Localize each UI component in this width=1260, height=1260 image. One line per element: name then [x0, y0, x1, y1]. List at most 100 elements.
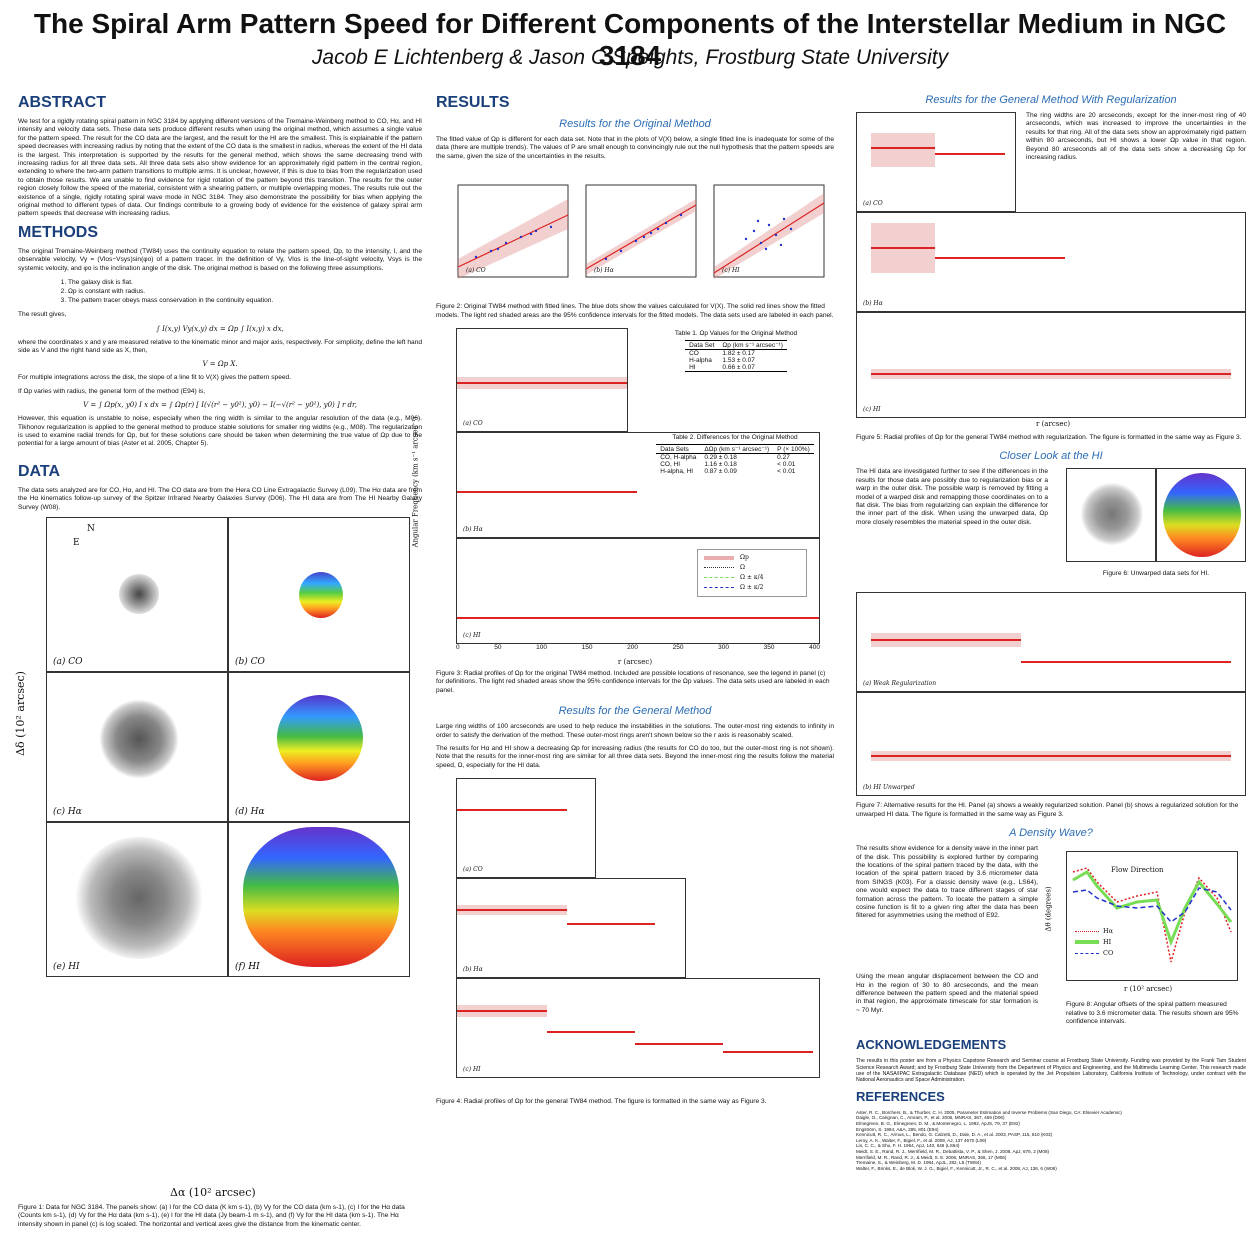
fig3-panel-co: (a) CO [456, 328, 628, 433]
assumption-item: Ωp is constant with radius. [68, 287, 422, 296]
legend-item-omega-p: Ωp [704, 553, 800, 563]
fig7-panel-label: (b) HI Unwarped [863, 784, 915, 792]
omega-p-line [723, 1051, 813, 1053]
ack-text: The results in this poster are from a Ph… [856, 1058, 1246, 1084]
assumption-item: The pattern tracer obeys mass conservati… [68, 296, 422, 305]
results-p1: The fitted value of Ωp is different for … [436, 136, 834, 160]
fig1-panel-label: (c) Hα [53, 806, 82, 817]
assumption-item: The galaxy disk is flat. [68, 278, 422, 287]
omega-p-line [871, 755, 1231, 757]
fig1-panel-c: (c) Hα [46, 671, 228, 822]
density-wave-subheading: A Density Wave? [1009, 827, 1093, 840]
omega-p-line [871, 147, 935, 149]
hi-unwarped-intensity [1081, 483, 1143, 546]
fig3-panel-label: (a) CO [463, 420, 483, 428]
fig6-panel-velocity [1156, 468, 1246, 563]
fig1-panel-d: (d) Hα [228, 671, 410, 822]
fig4-panel-ha: (b) Hα [456, 878, 686, 979]
ack-heading: ACKNOWLEDGEMENTS [856, 1037, 1007, 1053]
equation-1: ∫ I(x,y) Vy(x,y) dx = Ωp ∫ I(x,y) x dx, [156, 324, 284, 333]
ref-item: Aster, R. C., Borchers, B., & Thurber, C… [856, 1109, 1122, 1115]
omega-p-line [457, 617, 819, 619]
fig2-panel-ha [585, 184, 697, 278]
omega-p-band [871, 133, 935, 167]
abstract-text: We test for a rigidly rotating spiral pa… [18, 118, 422, 218]
ha-intensity-blob [99, 698, 179, 779]
methods-p3: where the coordinates x and y are measur… [18, 338, 422, 354]
results-original-subheading: Results for the Original Method [559, 118, 711, 130]
fig3-ylabel: Angular Frequency (km s⁻¹ arcsec⁻¹) [411, 416, 420, 548]
ref-item: Elmegreen, B. G., Elmegreen, D. M., & Mo… [856, 1121, 1020, 1127]
fig8-legend-ha: Hα [1075, 926, 1113, 937]
hi-unwarped-velocity [1163, 473, 1241, 558]
results-p2: Large ring widths of 100 arcseconds are … [436, 723, 834, 739]
figure-5-block: (a) CO The ring widths are 20 arcseconds… [856, 112, 1246, 430]
table-1-title: Table 1. Ωp Values for the Original Meth… [674, 330, 798, 338]
fig8-ylabel: Δθ (degrees) [1044, 886, 1053, 932]
fig5-xlabel: r (arcsec) [1036, 420, 1071, 428]
fig2-panel-hi [713, 184, 825, 280]
hi-block: The HI data are investigated further to … [856, 468, 1246, 586]
fig4-panel-label: (a) CO [463, 866, 483, 874]
methods-heading: METHODS [18, 223, 98, 241]
fig8-legend: Hα HI CO [1075, 926, 1113, 959]
hi-subheading: Closer Look at the HI [999, 450, 1103, 463]
column-left: ABSTRACT We test for a rigidly rotating … [14, 90, 422, 977]
results-heading: RESULTS [436, 94, 510, 111]
results-p3: The results for Hα and HI show a decreas… [436, 745, 834, 769]
omega-p-line [567, 923, 655, 925]
data-heading: DATA [18, 462, 61, 480]
ref-item: Daigle, O., Carignan, C., Amram, P., et … [856, 1115, 1005, 1121]
table-2: Table 2. Differences for the Original Me… [642, 434, 828, 475]
fig5-panel-co: (a) CO [856, 112, 1016, 212]
omega-p-line [457, 909, 567, 911]
equation-2: V = Ωp X. [202, 360, 238, 369]
density-wave-block: The results show evidence for a density … [856, 845, 1246, 1031]
methods-p4: For multiple integrations across the dis… [18, 374, 292, 382]
ha-velocity-blob [277, 694, 363, 781]
omega-p-line [871, 639, 1021, 641]
omega-p-line [871, 373, 1231, 375]
omega-p-line [457, 382, 627, 384]
column-right: Results for the General Method With Regu… [856, 90, 1246, 1171]
ref-item: Kennicutt, R. C., Armus, L., Bendo, G. C… [856, 1132, 1053, 1138]
omega-p-line [547, 1031, 635, 1033]
table-1-body: Data Set Ωp (km s⁻¹ arcsec⁻¹) CO 1.82 ± 0.… [685, 340, 787, 372]
fig8-plot: Flow Direction Hα HI CO [1066, 851, 1238, 982]
fig1-panel-label: (f) HI [235, 961, 260, 972]
fig8-xlabel: r (10² arcsec) [1124, 985, 1173, 994]
fig2-panel-label: (b) Hα [594, 267, 614, 275]
omega-p-line [635, 1043, 723, 1045]
fig1-panel-e: (e) HI [46, 821, 228, 977]
fig1-xlabel: Δα (10² arcsec) [170, 1186, 256, 1199]
fig2-caption: Figure 2: Original TW84 method with fitt… [436, 303, 834, 319]
hi-velocity-blob [243, 826, 399, 967]
omega-p-line [935, 153, 1005, 155]
ref-item: Meidt, S. E., Rand, R. J., Merrifield, M… [856, 1149, 1050, 1154]
legend-item-omega: Ω [704, 563, 800, 573]
legend-item-kappa2: Ω ± κ/2 [704, 583, 800, 593]
fig6-caption: Figure 6: Unwarped data sets for HI. [1102, 570, 1210, 578]
fig1-caption: Figure 1: Data for NGC 3184. The panels … [18, 1204, 405, 1228]
omega-p-line [935, 257, 1065, 259]
fig5-panel-hi: (c) HI [856, 312, 1246, 418]
ref-item: Engström, S. 1994, A&A, 285, 801 (E94) [856, 1126, 939, 1132]
co-intensity-blob [119, 573, 159, 614]
fig5-panel-label: (b) Hα [863, 300, 883, 307]
fig1-panel-a: (a) CO N E [46, 516, 228, 672]
poster-title: The Spiral Arm Pattern Speed for Differe… [33, 8, 1227, 71]
fig7-caption: Figure 7: Alternative results for the HI… [856, 802, 1239, 818]
methods-p1: The original Tremaine-Weinberg method (T… [18, 247, 422, 272]
ref-item: Walter, F., Brinks, E., de Blok, W. J. G… [856, 1165, 1057, 1171]
fig3-legend: Ωp Ω Ω ± κ/4 Ω ± κ/2 [697, 549, 807, 598]
fig6-panel-intensity [1066, 468, 1156, 563]
figure-7: (a) Weak Regularization (b) HI Unwarped [856, 592, 1246, 798]
ref-item: Leroy, A. K., Walter, F., Bigiel, F., et… [856, 1137, 987, 1143]
co-velocity-blob [299, 571, 343, 618]
methods-p2: The result gives, [18, 311, 67, 319]
fig5-panel-label: (c) HI [863, 406, 881, 413]
fig2-panel-co [457, 184, 569, 280]
fig4-caption: Figure 4: Radial profiles of Ωp for the … [436, 1098, 767, 1106]
fig5-panel-ha: (b) Hα [856, 212, 1246, 312]
fig3-caption: Figure 3: Radial profiles of Ωp for the … [436, 670, 830, 694]
